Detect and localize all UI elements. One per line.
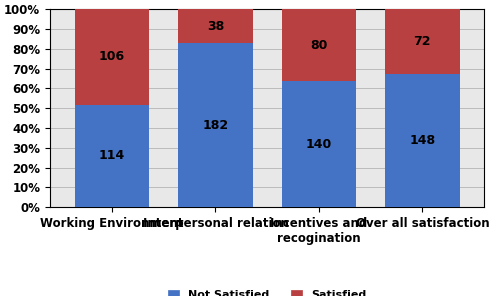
Bar [75,104,150,207]
Text: 148: 148 [410,134,436,147]
Bar [75,9,150,104]
Bar [385,9,460,74]
Legend: Not Satisfied, Satisfied: Not Satisfied, Satisfied [164,286,371,296]
Text: 114: 114 [99,149,125,163]
Bar [282,81,356,207]
Text: 140: 140 [306,138,332,151]
Text: 72: 72 [414,35,431,48]
Text: 106: 106 [99,50,125,63]
Text: 182: 182 [202,119,228,132]
Bar [178,9,252,44]
Bar [178,44,252,207]
Text: 80: 80 [310,39,328,52]
Bar [282,9,356,81]
Text: 38: 38 [207,20,224,33]
Bar [385,74,460,207]
